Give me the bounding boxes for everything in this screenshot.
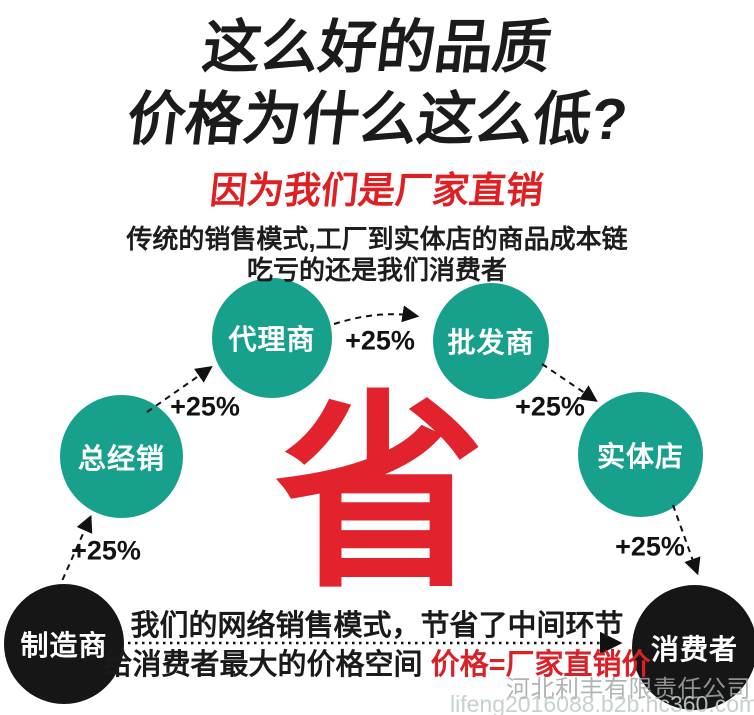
watermark-url: lifeng2016088.b2b.hc360.com bbox=[450, 691, 754, 715]
footer-line2-black: 给消费者最大的价格空间 bbox=[103, 649, 423, 681]
footer-line2-red-price: 价格=厂家直销价 bbox=[430, 649, 651, 681]
watermark-company: 河北利丰有限责任公司 bbox=[506, 676, 751, 703]
node-consumer-label: 消费者 bbox=[650, 633, 738, 665]
main-title-line2: 价格为什么这么低? bbox=[123, 86, 631, 152]
node-general-distributor-label: 总经销 bbox=[77, 442, 165, 474]
header: 这么好的品质 价格为什么这么低? 因为我们是厂家直销 传统的销售模式,工厂到实体… bbox=[0, 0, 754, 286]
increment-label-4: +25% bbox=[515, 391, 585, 422]
node-general-distributor: 总经销 bbox=[60, 395, 183, 518]
node-physical-store: 实体店 bbox=[578, 392, 703, 517]
main-title-line1: 这么好的品质 bbox=[199, 15, 556, 80]
footer-line1: 我们的网络销售模式，节省了中间环节 bbox=[130, 610, 624, 642]
node-agent: 代理商 bbox=[212, 278, 332, 398]
description-line1: 传统的销售模式,工厂到实体店的商品成本链 bbox=[126, 223, 628, 254]
footer-line2: 给消费者最大的价格空间 价格=厂家直销价 bbox=[0, 650, 754, 681]
node-manufacturer: 制造商 bbox=[4, 584, 124, 704]
increment-label-3: +25% bbox=[345, 325, 415, 356]
node-manufacturer-label: 制造商 bbox=[20, 630, 108, 661]
node-consumer: 消费者 bbox=[632, 585, 754, 710]
footer: 我们的网络销售模式，节省了中间环节 给消费者最大的价格空间 价格=厂家直销价 bbox=[0, 610, 754, 681]
arrow-agent-to-wholesaler bbox=[333, 305, 420, 325]
save-character: 省 bbox=[274, 377, 485, 612]
increment-label-1: +25% bbox=[71, 535, 141, 566]
subtitle-red: 因为我们是厂家直销 bbox=[207, 169, 546, 211]
node-agent-label: 代理商 bbox=[228, 324, 316, 355]
increment-label-2: +25% bbox=[170, 391, 240, 422]
node-physical-store-label: 实体店 bbox=[596, 440, 684, 472]
node-wholesaler: 批发商 bbox=[433, 283, 549, 399]
increment-label-5: +25% bbox=[615, 531, 685, 562]
description-line2: 吃亏的还是我们消费者 bbox=[246, 255, 507, 285]
node-wholesaler-label: 批发商 bbox=[447, 327, 535, 358]
